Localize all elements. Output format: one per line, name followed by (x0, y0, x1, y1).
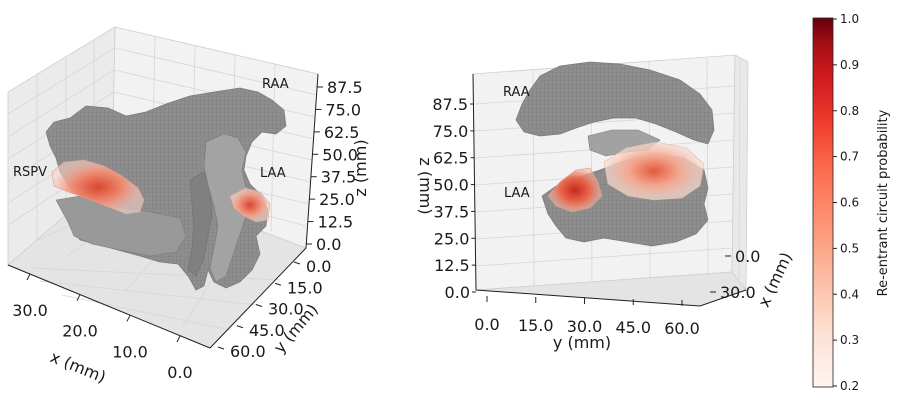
left-z-tick-label: 62.5 (324, 123, 360, 142)
colorbar: 1.0 0.9 0.8 0.7 0.6 0.5 0.4 0.3 0.2 Re-entrant c… (812, 12, 891, 393)
left-z-tick-label: 37.5 (321, 168, 357, 187)
colorbar-tick-label: 0.7 (840, 150, 859, 164)
right-x-ticks: 0.0 30.0 (710, 247, 760, 302)
right-z-axis-label: z (mm) (416, 157, 435, 214)
left-x-ticks: 30.0 20.0 10.0 0.0 (12, 273, 193, 382)
colorbar-tick-label: 0.2 (840, 379, 859, 393)
colorbar-tick-label: 0.6 (840, 196, 859, 210)
right-y-tick-label: 0.0 (474, 315, 499, 334)
left-annotation-laa: LAA (260, 166, 286, 181)
right-z-tick-label: 0.0 (445, 283, 470, 302)
left-z-tick-label: 0.0 (316, 235, 341, 254)
right-z-ticks: 0.0 12.5 25.0 37.5 50.0 62.5 75.0 87.5 (432, 95, 476, 302)
right-z-tick-label: 87.5 (432, 95, 468, 114)
right-annotation-raa: RAA (503, 85, 530, 100)
colorbar-gradient (812, 17, 834, 388)
left-y-tick-label: 0.0 (306, 257, 331, 276)
right-z-tick-label: 50.0 (433, 176, 469, 195)
left-probability-overlay (51, 159, 271, 223)
left-x-tick-label: 0.0 (167, 363, 192, 382)
left-y-tick-label-mark (236, 325, 244, 329)
left-y-tick-label-mark (255, 304, 263, 307)
colorbar-tick-label: 1.0 (840, 12, 859, 26)
right-z-tick-label: 25.0 (434, 229, 470, 248)
right-y-tick-label: 30.0 (567, 317, 603, 336)
right-x-tick-label: 30.0 (720, 283, 756, 302)
left-x-tick-label-mark (76, 294, 81, 301)
colorbar-tick-label: 0.5 (840, 241, 859, 255)
left-z-tick-label: 12.5 (318, 213, 354, 232)
left-annotation-raa: RAA (262, 77, 289, 92)
left-x-tick-label-mark (176, 335, 181, 343)
right-y-axis-label: y (mm) (553, 333, 611, 352)
left-x-tick-label-mark (26, 273, 31, 281)
colorbar-tick-label: 0.4 (840, 287, 859, 301)
right-y-tick-label: 15.0 (518, 316, 554, 335)
left-y-tick-label: 15.0 (287, 278, 323, 297)
right-3d-panel: 0.0 12.5 25.0 37.5 50.0 62.5 75.0 87.5 0.0 15.0 3… (416, 54, 796, 352)
right-z-tick-label: 75.0 (433, 122, 469, 141)
left-y-ticks: 0.0 15.0 30.0 45.0 60.0 (217, 257, 331, 361)
left-z-tick-label: 25.0 (319, 190, 355, 209)
right-y-tick-label: 45.0 (615, 318, 651, 337)
colorbar-tick-label: 0.8 (840, 104, 859, 118)
right-z-tick-label: 37.5 (434, 202, 470, 221)
right-z-tick-label: 62.5 (433, 149, 469, 168)
left-y-tick-label: 60.0 (230, 342, 266, 361)
left-y-tick-label-mark (293, 261, 301, 265)
right-x-tick-label: 0.0 (735, 247, 760, 266)
left-y-tick-label: 30.0 (268, 300, 304, 319)
left-y-tick-label: 45.0 (249, 321, 285, 340)
left-3d-panel: 0.0 12.5 25.0 37.5 50.0 62.5 75.0 87.5 0.0 15.0 3… (7, 26, 370, 387)
left-x-tick-label: 30.0 (12, 301, 48, 320)
left-x-tick-label: 20.0 (62, 322, 98, 341)
left-z-axis-label: z (mm) (351, 139, 370, 196)
left-y-tick-label-mark (274, 282, 282, 286)
left-axis-lines (7, 73, 319, 349)
left-x-axis-label: x (mm) (48, 347, 109, 386)
right-y-ticks: 0.0 15.0 30.0 45.0 60.0 (474, 296, 700, 338)
left-z-tick-label: 75.0 (325, 100, 361, 119)
left-x-tick-label-mark (126, 315, 131, 322)
left-z-tick-label: 50.0 (322, 145, 358, 164)
left-atrium-voxels (45, 87, 287, 291)
right-z-tick-label: 12.5 (434, 256, 470, 275)
right-axis-lines (472, 73, 747, 307)
left-z-ticks: 0.0 12.5 25.0 37.5 50.0 62.5 75.0 87.5 (306, 78, 363, 254)
colorbar-label: Re-entrant circuit probability (876, 109, 891, 296)
right-y-tick-label: 60.0 (664, 319, 700, 338)
colorbar-ticks: 1.0 0.9 0.8 0.7 0.6 0.5 0.4 0.3 0.2 (833, 12, 859, 393)
right-probability-overlay (547, 141, 705, 213)
right-annotation-laa: LAA (504, 186, 530, 201)
colorbar-tick-label: 0.9 (840, 58, 859, 72)
left-annotation-rspv: RSPV (13, 165, 47, 180)
colorbar-tick-label: 0.3 (840, 333, 859, 347)
left-y-tick-label-mark (217, 346, 225, 350)
left-x-tick-label: 10.0 (112, 342, 148, 361)
left-z-tick-label: 87.5 (327, 78, 363, 97)
